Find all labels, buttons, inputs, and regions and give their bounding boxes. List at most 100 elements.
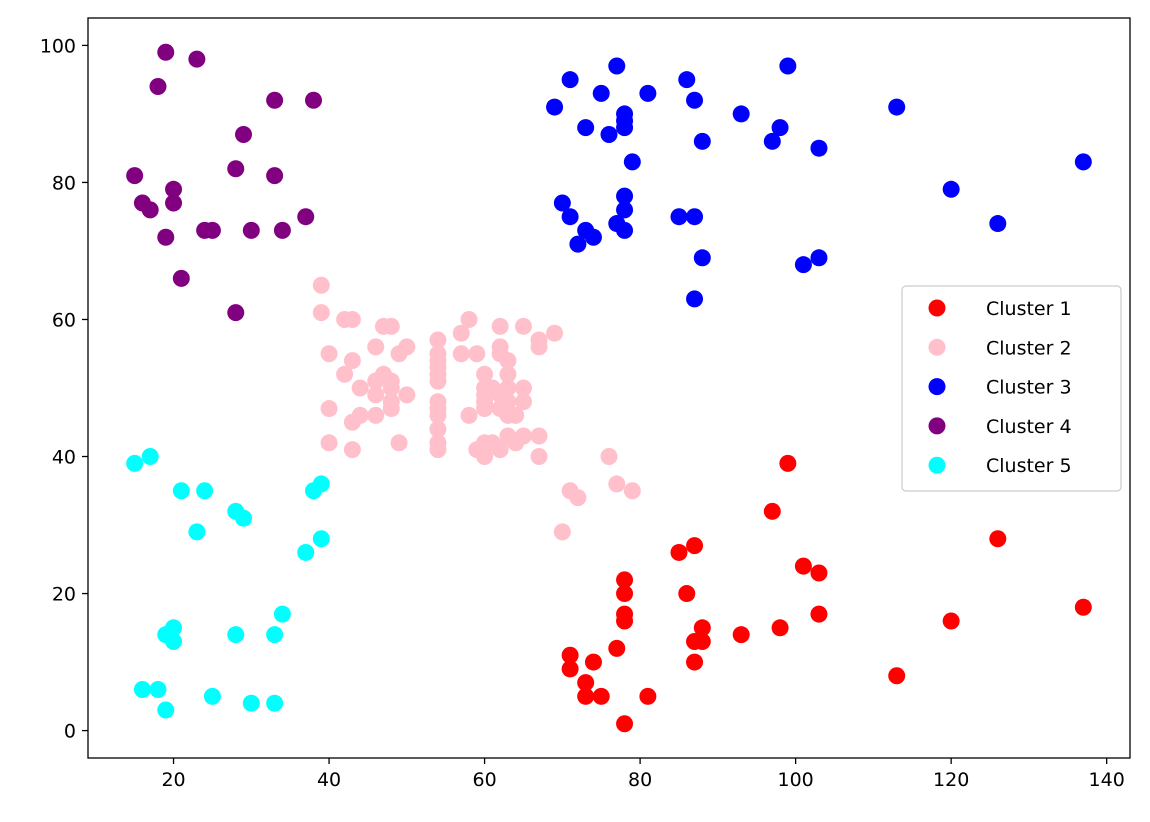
y-tick-label: 80	[52, 172, 76, 194]
data-point	[367, 338, 385, 356]
data-point	[514, 393, 532, 411]
data-point	[514, 379, 532, 397]
data-point	[686, 208, 704, 226]
data-point	[235, 125, 253, 143]
data-point	[165, 194, 183, 212]
data-point	[390, 434, 408, 452]
data-point	[141, 201, 159, 219]
data-point	[172, 482, 190, 500]
data-point	[476, 365, 494, 383]
data-point	[771, 119, 789, 137]
data-point	[779, 57, 797, 75]
data-point	[1074, 598, 1092, 616]
data-point	[763, 132, 781, 150]
data-point	[616, 187, 634, 205]
data-point	[616, 585, 634, 603]
data-point	[141, 448, 159, 466]
data-point	[126, 167, 144, 185]
data-point	[608, 475, 626, 493]
data-point	[390, 345, 408, 363]
legend-marker	[928, 338, 946, 356]
data-point	[398, 386, 416, 404]
data-point	[693, 619, 711, 637]
data-point	[172, 269, 190, 287]
data-point	[686, 653, 704, 671]
data-point	[367, 406, 385, 424]
data-point	[592, 687, 610, 705]
data-point	[693, 132, 711, 150]
data-point	[670, 208, 688, 226]
data-point	[476, 400, 494, 418]
data-point	[312, 276, 330, 294]
x-tick-label: 120	[933, 769, 969, 791]
data-point	[165, 180, 183, 198]
x-tick-label: 100	[777, 769, 813, 791]
data-point	[530, 448, 548, 466]
legend-marker	[928, 378, 946, 396]
data-point	[569, 489, 587, 507]
legend-label: Cluster 1	[986, 298, 1072, 320]
data-point	[577, 687, 595, 705]
data-point	[305, 91, 323, 109]
data-point	[771, 619, 789, 637]
data-point	[600, 125, 618, 143]
data-point	[491, 317, 509, 335]
data-point	[577, 119, 595, 137]
data-point	[320, 434, 338, 452]
data-point	[242, 694, 260, 712]
data-point	[149, 78, 167, 96]
data-point	[273, 605, 291, 623]
data-point	[608, 57, 626, 75]
data-point	[429, 406, 447, 424]
series-2	[312, 276, 641, 541]
data-point	[235, 509, 253, 527]
data-point	[157, 228, 175, 246]
data-point	[188, 50, 206, 68]
data-point	[452, 345, 470, 363]
data-point	[678, 71, 696, 89]
data-point	[429, 441, 447, 459]
data-point	[266, 694, 284, 712]
data-point	[942, 612, 960, 630]
data-point	[608, 639, 626, 657]
plot-area-frame	[87, 17, 1131, 759]
data-point	[149, 680, 167, 698]
data-point	[126, 454, 144, 472]
points-layer	[126, 43, 1092, 733]
series-5	[126, 448, 330, 719]
data-point	[343, 441, 361, 459]
legend-label: Cluster 5	[986, 455, 1072, 477]
data-point	[794, 256, 812, 274]
data-point	[732, 105, 750, 123]
data-point	[320, 400, 338, 418]
data-point	[312, 304, 330, 322]
data-point	[810, 139, 828, 157]
legend-marker	[928, 456, 946, 474]
x-axis: 20 40 60 80 100 120 140	[161, 758, 1125, 791]
x-tick-label: 80	[628, 769, 652, 791]
data-point	[686, 633, 704, 651]
data-point	[553, 194, 571, 212]
y-tick-label: 0	[64, 721, 76, 743]
data-point	[305, 482, 323, 500]
data-point	[266, 167, 284, 185]
data-point	[686, 91, 704, 109]
data-point	[499, 365, 517, 383]
data-point	[616, 715, 634, 733]
data-point	[382, 317, 400, 335]
data-point	[476, 448, 494, 466]
x-tick-label: 20	[161, 769, 185, 791]
data-point	[569, 235, 587, 253]
data-point	[639, 84, 657, 102]
data-point	[227, 304, 245, 322]
data-point	[1074, 153, 1092, 171]
legend-marker	[928, 299, 946, 317]
data-point	[561, 660, 579, 678]
y-axis: 0 20 40 60 80 100	[40, 35, 88, 743]
data-point	[460, 406, 478, 424]
series-1	[561, 454, 1092, 733]
y-tick-label: 60	[52, 309, 76, 331]
data-point	[616, 612, 634, 630]
data-point	[577, 674, 595, 692]
data-point	[616, 119, 634, 137]
